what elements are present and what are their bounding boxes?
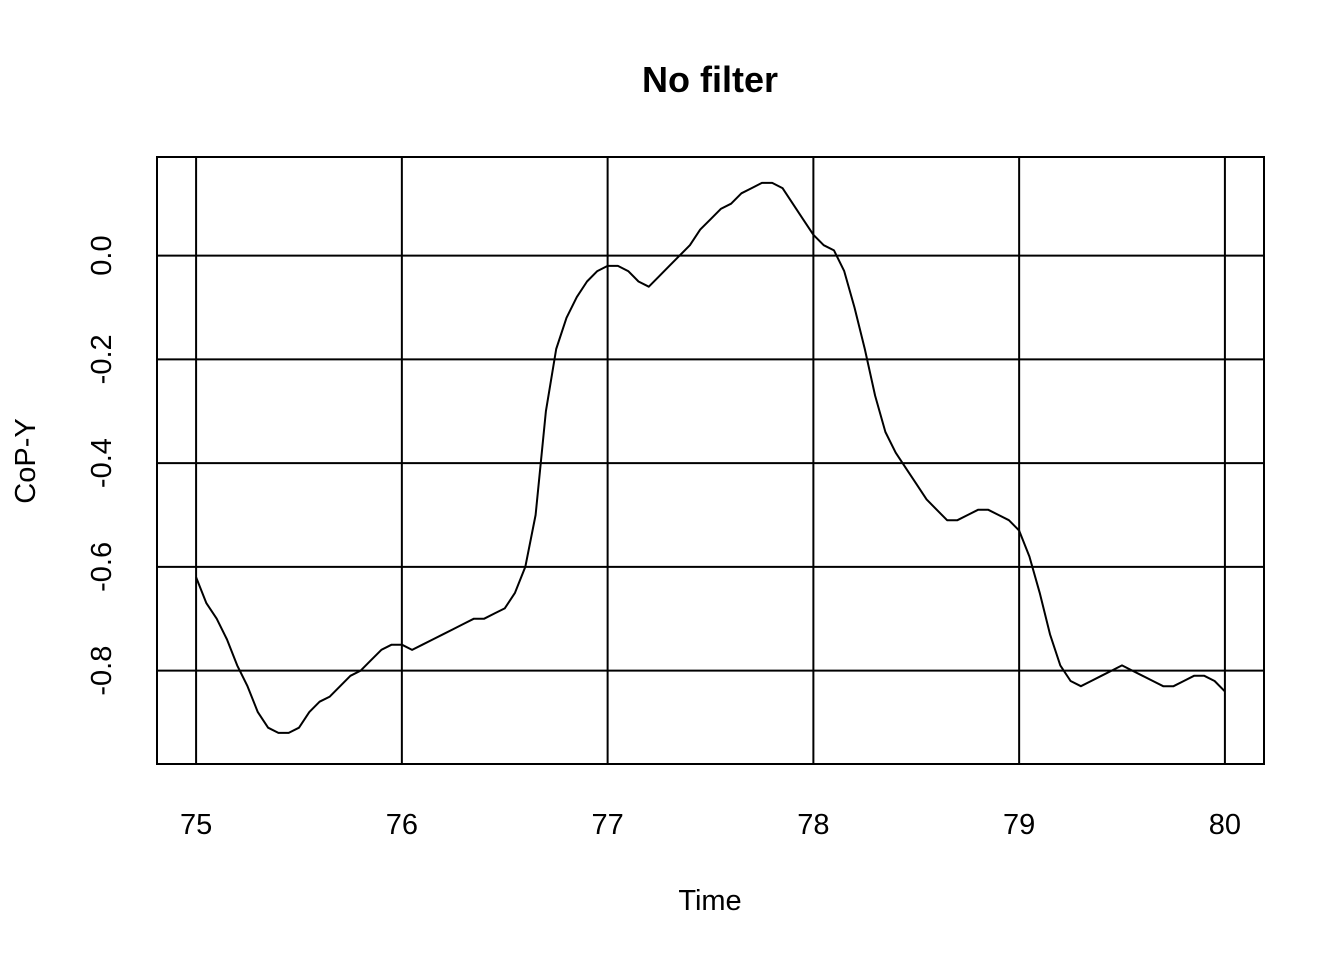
y-tick-label: -0.6 (86, 542, 118, 592)
x-tick-label: 78 (797, 809, 829, 841)
x-tick-label: 77 (591, 809, 623, 841)
plot-frame (156, 156, 1265, 765)
chart-title: No filter (642, 59, 778, 100)
x-tick-label: 75 (180, 809, 212, 841)
y-tick-label: -0.4 (86, 438, 118, 488)
y-axis-label: CoP-Y (10, 418, 42, 503)
x-tick-label: 80 (1209, 809, 1241, 841)
y-axis: -0.8 -0.6 -0.4 -0.2 0.0 (86, 235, 118, 695)
x-axis-label: Time (678, 885, 741, 917)
grid (157, 157, 1264, 764)
y-tick-label: -0.8 (86, 646, 118, 696)
x-axis: 75 76 77 78 79 80 (180, 809, 1241, 841)
x-tick-label: 79 (1003, 809, 1035, 841)
y-tick-label: 0.0 (86, 235, 118, 275)
series-line (195, 181, 1226, 734)
x-tick-label: 76 (386, 809, 418, 841)
y-tick-label: -0.2 (86, 334, 118, 384)
